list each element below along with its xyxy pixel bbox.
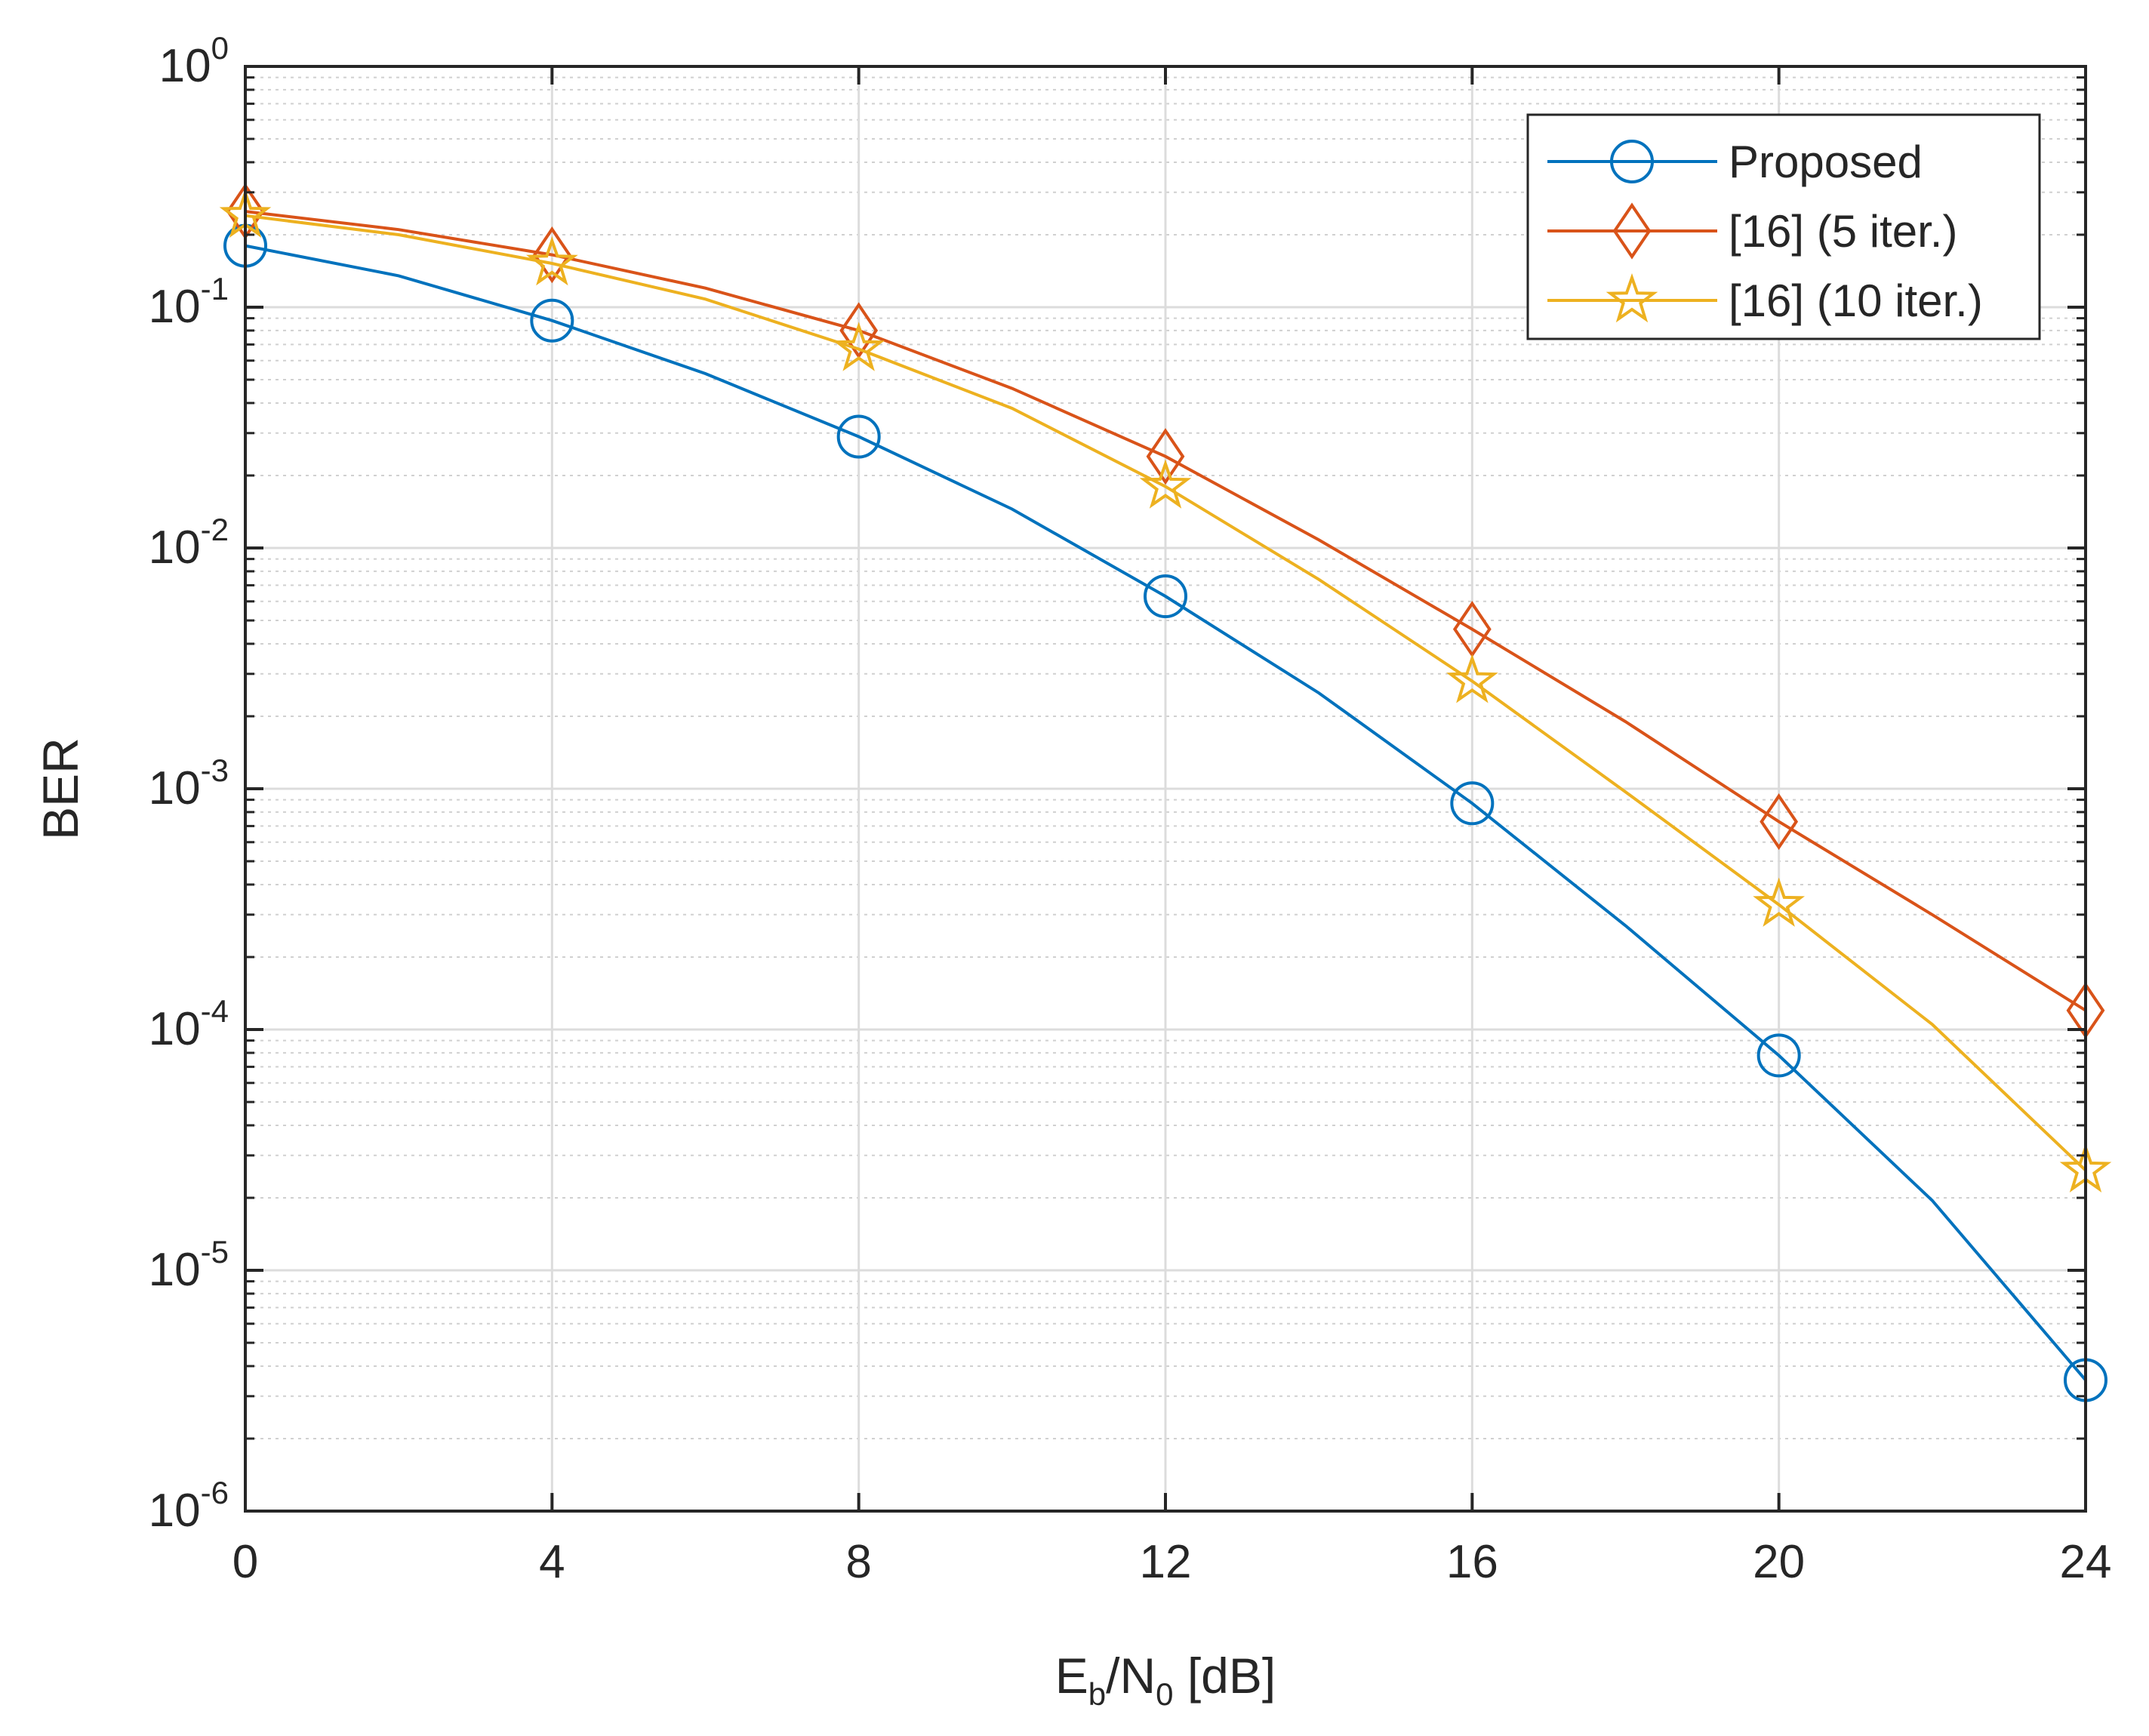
x-tick-labels: 0 4 8 12 16 20 24 <box>232 1536 2112 1588</box>
data-point <box>1139 459 1192 509</box>
x-tick-label: 16 <box>1446 1536 1498 1588</box>
data-point <box>1450 781 1495 826</box>
data-point <box>1146 428 1185 485</box>
data-point <box>833 322 885 371</box>
data-point <box>1144 574 1187 619</box>
legend-entry: [16] (5 iter.) <box>1547 202 1957 260</box>
y-tick-label: 10-4 <box>149 993 229 1055</box>
data-point <box>839 302 879 359</box>
legend-entry: Proposed <box>1547 137 1923 187</box>
y-tick-label: 10-6 <box>149 1475 229 1537</box>
data-point <box>526 235 578 286</box>
legend-marker <box>1610 140 1654 183</box>
legend-entry: [16] (10 iter.) <box>1547 272 1983 326</box>
legend-label: Proposed <box>1729 137 1923 187</box>
data-point <box>1446 654 1498 703</box>
data-point <box>530 298 574 343</box>
y-tick-label: 10-1 <box>149 271 229 333</box>
series-3 <box>219 188 2112 1193</box>
y-tick-label: 100 <box>159 30 229 92</box>
y-tick-labels: 10-6 10-5 10-4 10-3 10-2 10-1 100 <box>149 30 229 1537</box>
x-axis-title: Eb/N0 [dB] <box>1055 1648 1276 1712</box>
legend: Proposed [16] (5 iter.) [16] (10 iter.) <box>1526 113 2041 340</box>
x-tick-label: 8 <box>845 1536 871 1588</box>
series-line <box>245 214 2087 1172</box>
y-tick-label: 10-5 <box>149 1234 229 1296</box>
y-tick-label: 10-2 <box>149 512 229 574</box>
data-point <box>836 414 881 459</box>
legend-marker <box>1612 202 1652 260</box>
legend-entries: Proposed [16] (5 iter.) [16] (10 iter.) <box>1547 137 1983 326</box>
series-line <box>245 244 2087 1381</box>
x-tick-label: 4 <box>539 1536 565 1588</box>
x-tick-label: 24 <box>2060 1536 2112 1588</box>
legend-label: [16] (5 iter.) <box>1729 206 1957 257</box>
legend-marker <box>1606 272 1658 323</box>
series-line <box>245 210 2087 1012</box>
data-point <box>1753 877 1805 927</box>
axis-ticks <box>244 65 2087 1513</box>
data-point <box>1760 793 1799 851</box>
y-axis-title: BER <box>32 737 88 840</box>
x-tick-label: 20 <box>1753 1536 1805 1588</box>
data-point <box>1756 1033 1801 1078</box>
data-point <box>532 226 571 284</box>
x-tick-label: 0 <box>232 1536 258 1588</box>
y-tick-label: 10-3 <box>149 753 229 814</box>
legend-label: [16] (10 iter.) <box>1729 275 1983 326</box>
x-tick-label: 12 <box>1140 1536 1192 1588</box>
